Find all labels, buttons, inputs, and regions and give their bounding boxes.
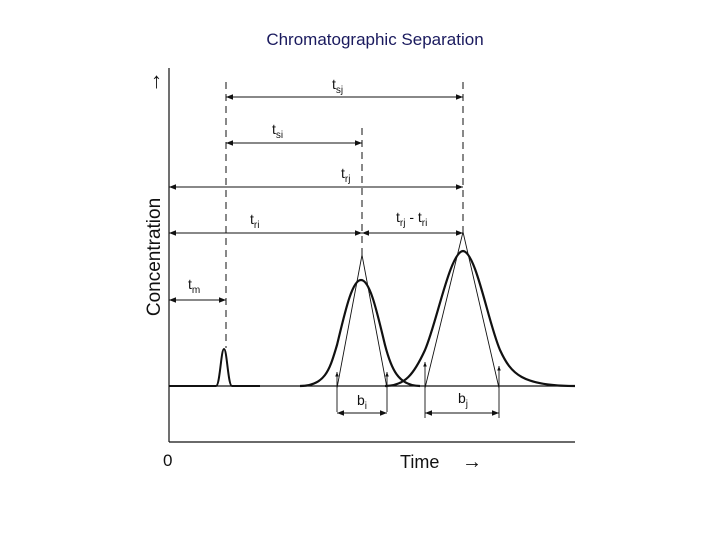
- x-axis-arrow: →: [462, 451, 482, 473]
- trj-minus-tri-label: trj - tri: [396, 209, 427, 229]
- tsi-label: tsi: [272, 121, 283, 141]
- slide-title: Chromatographic Separation: [266, 30, 484, 49]
- x-axis-label: Time: [400, 452, 439, 472]
- peak-j-tangent-triangle: [424, 231, 500, 389]
- trj-label: trj: [341, 165, 350, 185]
- bj-label: bj: [458, 390, 468, 410]
- bi-label: bi: [357, 392, 367, 412]
- y-axis-arrow: ↑: [151, 68, 162, 93]
- tsj-label: tsj: [332, 76, 343, 96]
- tm-label: tm: [188, 276, 200, 296]
- origin-label: 0: [163, 451, 172, 470]
- dead-time-peak: [169, 347, 260, 387]
- peak-j: [384, 249, 576, 388]
- tri-label: tri: [250, 211, 259, 231]
- peak-i-tangent-triangle: [336, 254, 388, 389]
- y-axis-label: Concentration: [144, 198, 165, 316]
- peak-i: [299, 278, 421, 388]
